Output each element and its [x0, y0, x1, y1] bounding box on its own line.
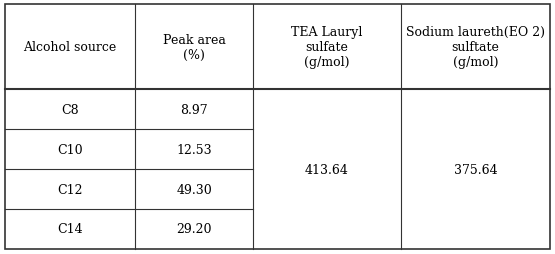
Text: 12.53: 12.53 [176, 143, 212, 156]
Text: 413.64: 413.64 [305, 163, 349, 176]
Text: 49.30: 49.30 [176, 183, 212, 196]
Text: C12: C12 [57, 183, 83, 196]
Text: Sodium laureth(EO 2)
sulftate
(g/mol): Sodium laureth(EO 2) sulftate (g/mol) [406, 26, 545, 69]
Text: Alcohol source: Alcohol source [23, 41, 117, 54]
Text: 8.97: 8.97 [180, 103, 208, 116]
Text: C14: C14 [57, 223, 83, 235]
Text: 29.20: 29.20 [176, 223, 212, 235]
Text: Peak area
(%): Peak area (%) [163, 33, 225, 61]
Text: TEA Lauryl
sulfate
(g/mol): TEA Lauryl sulfate (g/mol) [291, 26, 362, 69]
Text: C8: C8 [61, 103, 79, 116]
Text: 375.64: 375.64 [453, 163, 497, 176]
Text: C10: C10 [57, 143, 83, 156]
